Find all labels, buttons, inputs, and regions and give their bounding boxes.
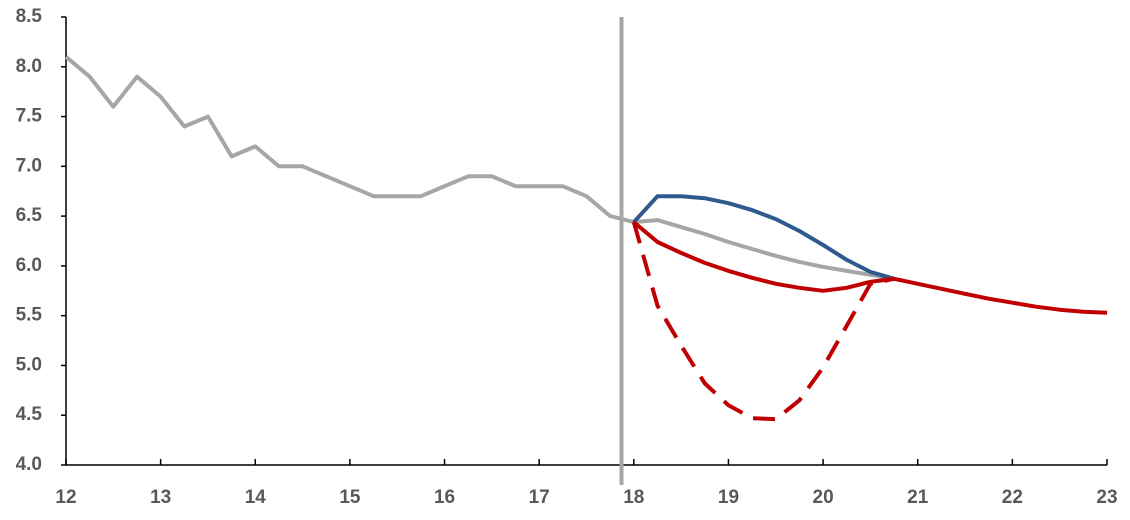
y-tick-label: 7.0 — [16, 155, 42, 176]
y-tick-label: 4.5 — [16, 404, 43, 425]
x-tick-label: 16 — [434, 487, 455, 508]
series-line — [64, 55, 895, 281]
x-tick-label: 23 — [1096, 487, 1117, 508]
y-tick-label: 5.0 — [16, 354, 42, 375]
series-line — [631, 221, 895, 422]
x-tick-label: 22 — [1002, 487, 1023, 508]
x-tick-label: 18 — [623, 487, 644, 508]
y-tick-label: 8.5 — [16, 6, 43, 27]
series-line — [632, 194, 895, 281]
y-tick-label: 7.5 — [16, 106, 43, 127]
x-tick-label: 17 — [529, 487, 550, 508]
x-tick-label: 13 — [150, 487, 171, 508]
x-tick-label: 15 — [339, 487, 361, 508]
y-tick-label: 4.0 — [16, 454, 42, 475]
x-tick-label: 14 — [245, 487, 267, 508]
x-tick-label: 21 — [907, 487, 929, 508]
y-tick-label: 6.5 — [16, 205, 43, 226]
y-tick-label: 8.0 — [16, 56, 42, 77]
x-tick-label: 19 — [718, 487, 739, 508]
y-tick-label: 5.5 — [16, 305, 43, 326]
series-line — [632, 220, 1108, 315]
y-tick-label: 6.0 — [16, 255, 42, 276]
x-tick-label: 12 — [55, 487, 76, 508]
x-tick-label: 20 — [813, 487, 834, 508]
